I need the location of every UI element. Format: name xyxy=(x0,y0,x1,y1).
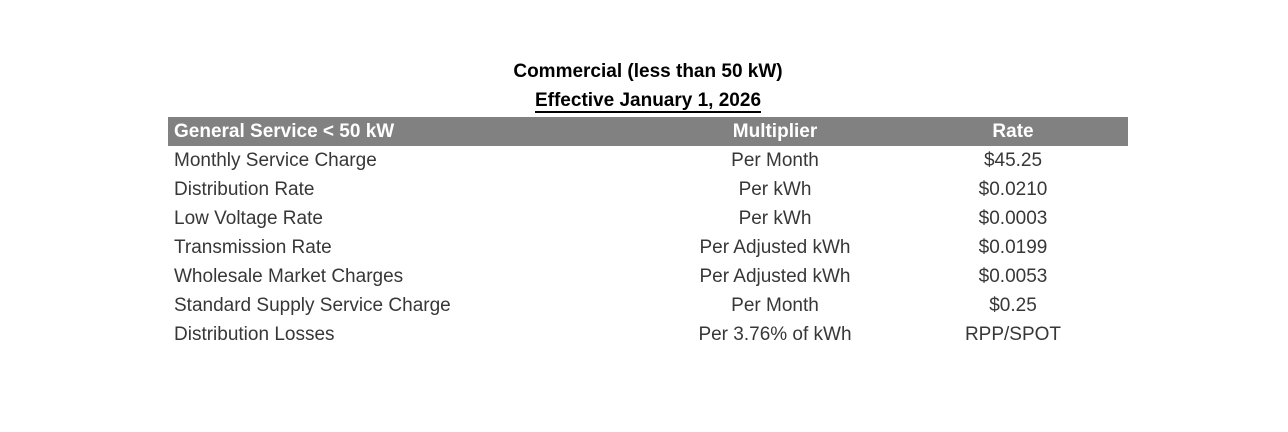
charge-name-cell: Standard Supply Service Charge xyxy=(174,295,451,316)
multiplier-cell: Per 3.76% of kWh xyxy=(698,324,852,345)
column-header-rate: Rate xyxy=(898,117,1128,146)
charge-name-cell: Monthly Service Charge xyxy=(174,150,377,171)
effective-date-text: Effective January 1, 2026 xyxy=(534,90,762,113)
rate-cell: $0.25 xyxy=(989,295,1037,316)
column-header-service: General Service < 50 kW xyxy=(168,117,652,146)
multiplier-cell: Per Month xyxy=(731,295,819,316)
multiplier-cell: Per Adjusted kWh xyxy=(699,237,851,258)
charge-name-cell: Wholesale Market Charges xyxy=(174,266,404,287)
rate-cell: $45.25 xyxy=(983,150,1043,171)
multiplier-cell: Per kWh xyxy=(738,208,812,229)
charge-name-cell: Distribution Losses xyxy=(174,324,335,345)
charge-name-cell: Transmission Rate xyxy=(174,237,332,258)
rate-cell: $0.0003 xyxy=(978,208,1048,229)
multiplier-cell: Per Adjusted kWh xyxy=(699,266,851,287)
page-title: Commercial (less than 50 kW) xyxy=(513,61,783,82)
rate-cell: RPP/SPOT xyxy=(964,324,1062,345)
rates-table: General Service < 50 kW Multiplier Rate … xyxy=(168,117,1128,349)
charge-name-cell: Low Voltage Rate xyxy=(174,208,323,229)
rate-cell: $0.0199 xyxy=(978,237,1048,258)
rate-cell: $0.0053 xyxy=(978,266,1048,287)
charge-name-cell: Distribution Rate xyxy=(174,179,315,200)
effective-date: Effective January 1, 2026 xyxy=(168,88,1128,114)
column-header-multiplier: Multiplier xyxy=(652,117,898,146)
multiplier-cell: Per Month xyxy=(731,150,819,171)
multiplier-cell: Per kWh xyxy=(738,179,812,200)
rate-cell: $0.0210 xyxy=(978,179,1048,200)
